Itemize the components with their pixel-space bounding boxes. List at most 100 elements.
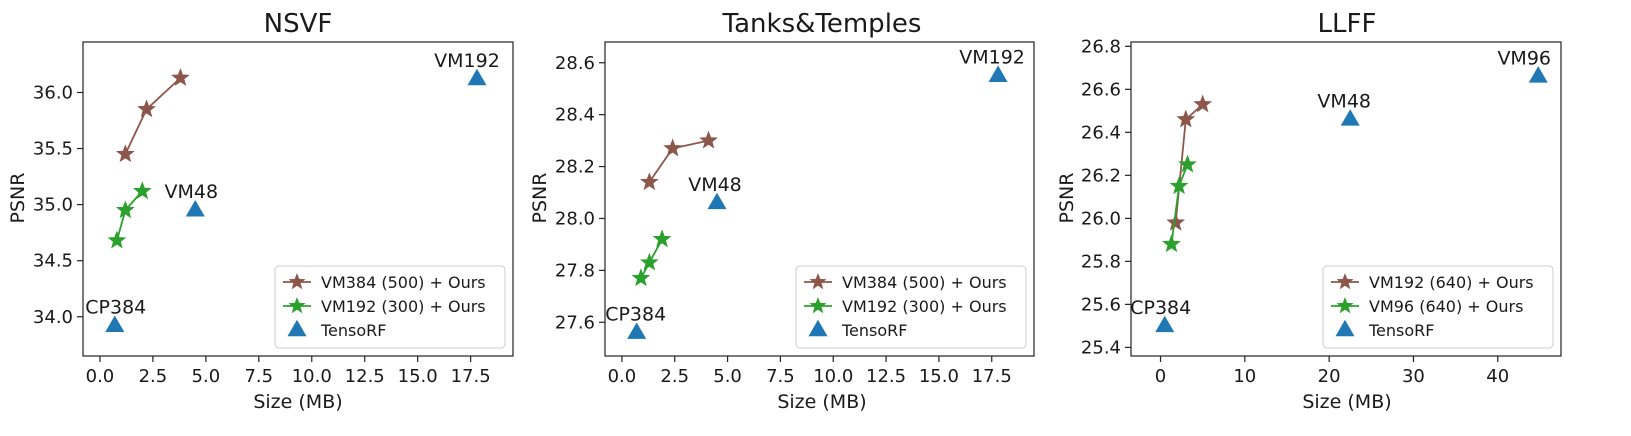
y-tick-label: 34.5 — [33, 251, 73, 272]
legend-item: VM192 (300) + Ours — [804, 297, 1007, 316]
legend: VM384 (500) + Ours VM192 (300) + Ours Tens… — [274, 265, 506, 349]
x-axis-label: Size (MB) — [1302, 391, 1391, 413]
legend-label: TensoRF — [841, 321, 907, 340]
star-marker — [1169, 176, 1189, 195]
x-tick-label: 12.5 — [345, 366, 385, 387]
point-label: VM48 — [1317, 90, 1371, 112]
star-marker — [640, 172, 659, 191]
x-tick-label: 10.0 — [813, 366, 853, 387]
x-tick-label: 12.5 — [866, 366, 906, 387]
legend-item: VM96 (640) + Ours — [1331, 297, 1523, 316]
y-tick-label: 35.5 — [33, 139, 73, 160]
star-marker — [137, 99, 156, 118]
triangle-marker — [1155, 315, 1175, 333]
triangle-marker — [627, 322, 647, 339]
x-tick-label: 40 — [1486, 366, 1509, 387]
y-tick-label: 36.0 — [33, 82, 73, 103]
legend-label: VM192 (300) + Ours — [321, 297, 486, 316]
legend-item: TensoRF — [287, 319, 386, 340]
point-label: CP384 — [605, 304, 666, 326]
y-tick-label: 26.6 — [1081, 79, 1121, 100]
plot-area: 0.0 2.5 5.0 7.5 10.0 12.5 15.0 17.5 34.0 34.5 35.0… — [33, 41, 514, 387]
plot-area: 0 10 20 30 40 25.4 25.6 25.8 26.0 26.2 26.4 26.6 26.… — [1081, 36, 1562, 387]
x-tick-label: 15.0 — [398, 366, 438, 387]
triangle-marker — [1340, 109, 1360, 126]
x-tick-label: 7.5 — [244, 366, 273, 387]
y-tick-label: 28.6 — [555, 53, 595, 74]
chart-panel-tanks-temples: Tanks&Temples Size (MB) PSNR 0.0 2.5 5.0 7.… — [529, 9, 1035, 413]
x-tick-label: 0.0 — [608, 366, 637, 387]
star-marker — [640, 252, 659, 271]
x-tick-label: 7.5 — [766, 366, 795, 387]
y-tick-label: 26.0 — [1081, 208, 1121, 229]
legend-label: TensoRF — [1368, 321, 1434, 340]
legend-item: TensoRF — [1335, 319, 1434, 340]
x-tick-label: 10.0 — [292, 366, 332, 387]
point-label: VM192 — [434, 50, 500, 72]
y-tick-label: 35.0 — [33, 195, 73, 216]
point-label: VM96 — [1497, 47, 1551, 69]
y-tick-label: 34.0 — [33, 307, 73, 328]
star-marker — [1166, 212, 1186, 231]
x-tick-label: 0.0 — [86, 366, 115, 387]
point-label: VM48 — [164, 181, 218, 203]
plot-area: 0.0 2.5 5.0 7.5 10.0 12.5 15.0 17.5 27.6 27.8 28.0… — [555, 41, 1035, 387]
chart-title: Tanks&Temples — [722, 9, 922, 39]
legend-item: TensoRF — [808, 319, 907, 340]
axes-frame — [604, 41, 1035, 357]
y-tick-label: 26.2 — [1081, 165, 1121, 186]
y-tick-label: 26.4 — [1081, 122, 1121, 143]
point-label: CP384 — [85, 297, 146, 319]
x-axis-label: Size (MB) — [777, 391, 866, 413]
legend-label: TensoRF — [320, 321, 386, 340]
star-marker — [699, 130, 718, 149]
triangle-marker — [707, 192, 727, 210]
point-label: VM48 — [688, 174, 742, 196]
star-marker — [663, 138, 682, 157]
x-tick-label: 10 — [1233, 366, 1256, 387]
x-tick-label: 15.0 — [919, 366, 959, 387]
series-line-0 — [124, 77, 182, 155]
legend-label: VM384 (500) + Ours — [842, 273, 1007, 292]
x-axis-label: Size (MB) — [253, 391, 342, 413]
axes-frame — [82, 41, 514, 357]
y-tick-label: 28.2 — [555, 157, 595, 178]
star-marker — [171, 68, 190, 86]
axes-frame — [1130, 41, 1562, 357]
y-tick-label: 28.4 — [555, 105, 595, 126]
star-marker — [1178, 154, 1197, 173]
legend-item: VM384 (500) + Ours — [804, 273, 1007, 292]
triangle-marker — [988, 65, 1008, 82]
star-marker — [116, 144, 135, 163]
chart-panel-nsvf: NSVF Size (MB) PSNR 0.0 2.5 5.0 7.5 10.0 12.5… — [7, 9, 514, 413]
star-marker — [1176, 109, 1196, 128]
legend-item: VM384 (500) + Ours — [283, 273, 486, 292]
chart-title: NSVF — [264, 9, 333, 39]
x-tick-label: 0 — [1155, 366, 1166, 387]
y-tick-label: 25.4 — [1081, 337, 1121, 358]
chart-title: LLFF — [1318, 9, 1377, 39]
y-tick-label: 27.8 — [555, 260, 595, 281]
y-tick-label: 25.8 — [1081, 251, 1121, 272]
legend-label: VM192 (640) + Ours — [1369, 273, 1534, 292]
y-tick-label: 27.6 — [555, 312, 595, 333]
y-tick-label: 25.6 — [1081, 294, 1121, 315]
y-axis-label: PSNR — [529, 173, 551, 224]
x-tick-label: 5.0 — [192, 366, 221, 387]
star-marker — [1162, 234, 1181, 253]
x-tick-label: 2.5 — [139, 366, 168, 387]
legend-item: VM192 (640) + Ours — [1331, 273, 1534, 292]
legend-item: VM192 (300) + Ours — [283, 297, 486, 316]
star-marker — [652, 229, 672, 248]
legend-label: VM192 (300) + Ours — [842, 297, 1007, 316]
star-marker — [631, 268, 651, 287]
triangle-marker — [105, 315, 125, 332]
x-tick-label: 5.0 — [713, 366, 742, 387]
legend: VM384 (500) + Ours VM192 (300) + Ours Tens… — [795, 265, 1027, 349]
legend: VM192 (640) + Ours VM96 (640) + Ours Tenso… — [1322, 265, 1554, 349]
x-tick-label: 20 — [1318, 366, 1341, 387]
y-tick-label: 28.0 — [555, 208, 595, 229]
x-tick-label: 17.5 — [451, 366, 491, 387]
triangle-marker — [467, 68, 487, 86]
